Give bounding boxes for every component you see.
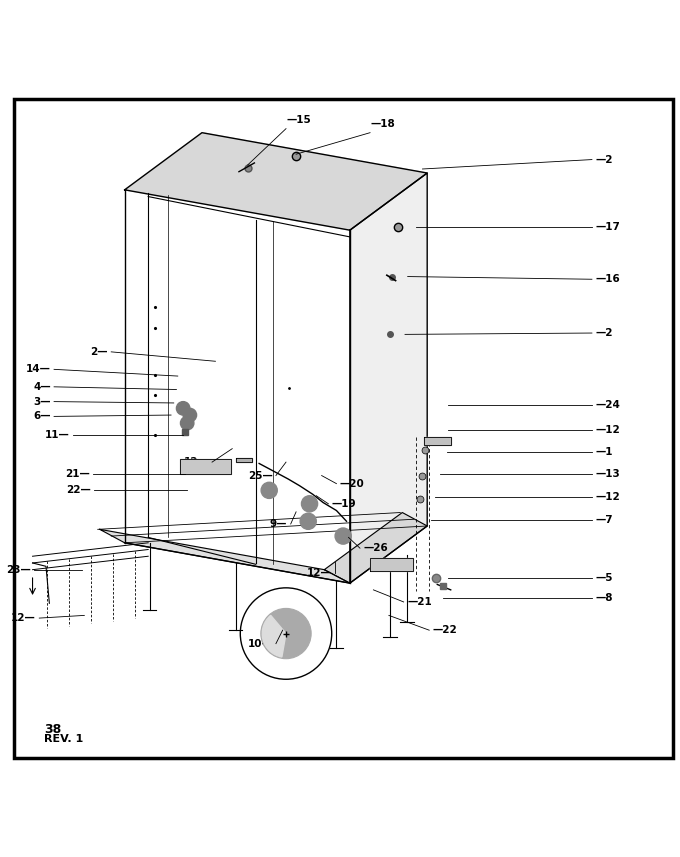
Text: —26: —26 bbox=[363, 543, 388, 553]
Text: 9—: 9— bbox=[270, 519, 288, 529]
Text: —22: —22 bbox=[432, 626, 458, 635]
Text: 21—: 21— bbox=[65, 470, 90, 479]
Text: —2: —2 bbox=[595, 328, 613, 338]
Text: —7: —7 bbox=[595, 515, 613, 525]
Polygon shape bbox=[235, 458, 252, 462]
Text: 22—: 22— bbox=[66, 485, 91, 495]
Text: —18: —18 bbox=[370, 119, 395, 129]
Text: REV. 1: REV. 1 bbox=[44, 734, 83, 744]
Text: —8: —8 bbox=[595, 593, 613, 603]
Text: —12: —12 bbox=[595, 425, 620, 434]
Polygon shape bbox=[180, 459, 231, 474]
Circle shape bbox=[176, 402, 190, 415]
Text: —2: —2 bbox=[595, 154, 613, 165]
Text: —5: —5 bbox=[595, 572, 613, 583]
Text: 4—: 4— bbox=[33, 382, 51, 392]
Polygon shape bbox=[100, 530, 350, 583]
Text: —21: —21 bbox=[407, 597, 432, 607]
Text: —24: —24 bbox=[595, 400, 620, 410]
Text: —12: —12 bbox=[595, 492, 620, 502]
Text: —16: —16 bbox=[595, 274, 620, 285]
Text: 11—: 11— bbox=[45, 430, 69, 440]
Text: 2—: 2— bbox=[90, 347, 108, 357]
Polygon shape bbox=[124, 133, 427, 231]
Text: 23—: 23— bbox=[6, 565, 31, 575]
Text: 12—: 12— bbox=[184, 457, 209, 467]
Circle shape bbox=[261, 482, 277, 499]
Text: —19: —19 bbox=[332, 499, 356, 509]
Circle shape bbox=[183, 408, 197, 422]
Text: 6—: 6— bbox=[33, 411, 51, 422]
Polygon shape bbox=[424, 436, 451, 446]
Wedge shape bbox=[262, 615, 286, 657]
Text: 10—: 10— bbox=[248, 638, 273, 649]
Circle shape bbox=[335, 528, 352, 544]
Text: 12—: 12— bbox=[307, 568, 332, 578]
Text: —1: —1 bbox=[595, 447, 613, 457]
Text: —17: —17 bbox=[595, 222, 620, 231]
Polygon shape bbox=[370, 558, 413, 571]
Text: —20: —20 bbox=[340, 478, 364, 488]
Polygon shape bbox=[350, 173, 427, 583]
Circle shape bbox=[301, 495, 318, 512]
Circle shape bbox=[300, 513, 316, 530]
Text: 25—: 25— bbox=[248, 470, 273, 481]
Polygon shape bbox=[324, 512, 427, 583]
Text: 12—: 12— bbox=[11, 613, 36, 623]
Text: 14—: 14— bbox=[26, 364, 51, 375]
Text: —13: —13 bbox=[595, 470, 620, 479]
Circle shape bbox=[180, 417, 194, 430]
Text: —15: —15 bbox=[286, 116, 311, 125]
Text: 3—: 3— bbox=[33, 397, 51, 406]
Circle shape bbox=[261, 608, 311, 659]
Text: 38: 38 bbox=[44, 723, 61, 736]
